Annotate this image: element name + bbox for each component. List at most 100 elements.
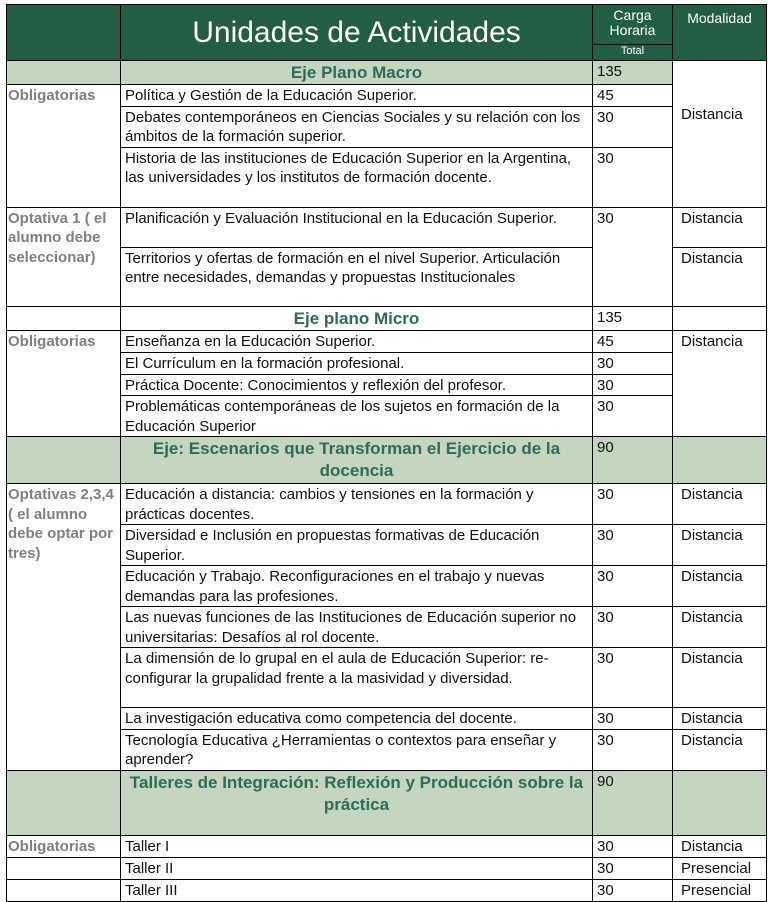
activity-hours: 30 xyxy=(592,707,673,730)
modalidad-cell: Distancia xyxy=(672,834,767,858)
table-row: La dimensión de lo grupal en el aula de … xyxy=(7,647,767,708)
modalidad-cell: Distancia xyxy=(672,728,767,771)
activities-table: Unidades de Actividades Carga Horaria Mo… xyxy=(6,4,767,902)
modalidad-cell: Distancia xyxy=(672,329,767,437)
activity-hours: 30 xyxy=(592,351,673,375)
activity-name: El Currículum en la formación profesiona… xyxy=(120,351,593,375)
activity-hours: 30 xyxy=(592,878,673,902)
activity-name: Planificación y Evaluación Institucional… xyxy=(120,206,593,248)
activity-name: Práctica Docente: Conocimientos y reflex… xyxy=(120,373,593,396)
band-empty xyxy=(6,769,121,836)
section-row: Talleres de Integración: Reflexión y Pro… xyxy=(6,769,767,836)
table-row: El Currículum en la formación profesiona… xyxy=(7,351,767,375)
activity-name: Enseñanza en la Educación Superior. xyxy=(120,329,593,353)
modalidad-cell: Distancia xyxy=(672,60,767,208)
activity-hours: 30 xyxy=(592,606,673,648)
activity-name: Taller II xyxy=(120,856,593,880)
table-row: Historia de las instituciones de Educaci… xyxy=(7,146,767,208)
modalidad-cell: Presencial xyxy=(672,878,767,902)
activity-hours: 30 xyxy=(592,146,673,208)
activity-hours: 30 xyxy=(592,483,673,525)
section-title: Eje plano Micro xyxy=(120,305,593,331)
table-row: Práctica Docente: Conocimientos y reflex… xyxy=(7,373,767,396)
table-row: Las nuevas funciones de las Institucione… xyxy=(7,606,767,648)
header-total: Total xyxy=(592,44,673,61)
band-empty xyxy=(672,769,767,836)
band-empty xyxy=(6,60,121,85)
table-row: Tecnología Educativa ¿Herramientas o con… xyxy=(7,728,767,771)
table-row: Educación y Trabajo. Reconfiguraciones e… xyxy=(7,565,767,607)
table-title: Unidades de Actividades xyxy=(120,4,593,61)
activity-name: Política y Gestión de la Educación Super… xyxy=(120,84,593,107)
modalidad-cell: Distancia xyxy=(672,606,767,648)
section-row: Eje Plano Macro 135 Distancia xyxy=(6,60,767,208)
activity-name: La investigación educativa como competen… xyxy=(120,707,593,730)
category-empty xyxy=(6,856,121,880)
header-empty-cell xyxy=(6,4,121,61)
table-row: La investigación educativa como competen… xyxy=(7,707,767,730)
activity-hours: 30 xyxy=(592,647,673,708)
activity-hours: 45 xyxy=(592,84,673,107)
table-row: Diversidad e Inclusión en propuestas for… xyxy=(7,524,767,566)
table-row: Territorios y ofertas de formación en el… xyxy=(7,246,767,307)
activity-name: Tecnología Educativa ¿Herramientas o con… xyxy=(120,728,593,771)
activity-name: Educación y Trabajo. Reconfiguraciones e… xyxy=(120,565,593,607)
modalidad-cell: Presencial xyxy=(672,856,767,880)
activity-name: Diversidad e Inclusión en propuestas for… xyxy=(120,524,593,566)
band-empty xyxy=(6,305,121,331)
table-row: Optativas 2,3,4 ( el alumno debe optar p… xyxy=(6,483,767,771)
category-cell: Optativa 1 ( el alumno debe seleccionar) xyxy=(6,206,121,307)
table-row: Obligatorias Enseñanza en la Educación S… xyxy=(6,329,767,437)
activity-hours: 30 xyxy=(592,105,673,148)
section-title: Talleres de Integración: Reflexión y Pro… xyxy=(120,769,593,836)
table-row: Debates contemporáneos en Ciencias Socia… xyxy=(7,105,767,148)
activity-hours: 30 xyxy=(592,524,673,566)
section-title: Eje Plano Macro xyxy=(120,60,593,85)
activity-hours: 30 xyxy=(592,834,673,858)
activity-name: Taller III xyxy=(120,878,593,902)
activity-name: Debates contemporáneos en Ciencias Socia… xyxy=(120,105,593,148)
activity-hours: 30 xyxy=(592,856,673,880)
category-cell: Optativas 2,3,4 ( el alumno debe optar p… xyxy=(6,483,121,771)
activity-hours: 30 xyxy=(592,565,673,607)
section-row: Eje: Escenarios que Transforman el Ejerc… xyxy=(6,436,767,484)
table-row: Obligatorias Taller I 30 Distancia xyxy=(6,834,767,858)
activity-hours: 30 xyxy=(592,728,673,771)
activity-name: Educación a distancia: cambios y tension… xyxy=(120,483,593,525)
band-empty xyxy=(6,436,121,484)
modalidad-cell: Distancia xyxy=(672,246,767,307)
activity-name: Problemáticas contemporáneas de los suje… xyxy=(120,395,593,437)
category-cell: Obligatorias xyxy=(6,84,121,208)
category-empty xyxy=(6,878,121,902)
section-hours: 90 xyxy=(592,436,673,484)
modalidad-cell: Distancia xyxy=(672,707,767,730)
modalidad-cell: Distancia xyxy=(672,206,767,248)
section-hours: 135 xyxy=(592,60,673,85)
band-empty xyxy=(672,305,767,331)
table-row: Taller III 30 Presencial xyxy=(6,878,767,902)
section-hours: 90 xyxy=(592,769,673,836)
activity-hours: 45 xyxy=(592,329,673,353)
modalidad-cell: Distancia xyxy=(672,483,767,525)
section-title: Eje: Escenarios que Transforman el Ejerc… xyxy=(120,436,593,484)
activity-name: Taller I xyxy=(120,834,593,858)
modalidad-cell: Distancia xyxy=(672,647,767,708)
activity-name: Territorios y ofertas de formación en el… xyxy=(120,246,593,307)
activity-hours: 30 xyxy=(592,206,673,307)
header-modalidad: Modalidad xyxy=(672,4,767,61)
category-cell: Obligatorias xyxy=(6,329,121,437)
activity-name: La dimensión de lo grupal en el aula de … xyxy=(120,647,593,708)
table-row: Taller II 30 Presencial xyxy=(6,856,767,880)
modalidad-cell: Distancia xyxy=(672,565,767,607)
table-row: Optativa 1 ( el alumno debe seleccionar)… xyxy=(6,206,767,307)
modalidad-cell: Distancia xyxy=(672,524,767,566)
activity-name: Las nuevas funciones de las Institucione… xyxy=(120,606,593,648)
activity-hours: 30 xyxy=(592,395,673,437)
category-cell: Obligatorias xyxy=(6,834,121,858)
section-row: Eje plano Micro 135 xyxy=(6,305,767,331)
table-row: Obligatorias Política y Gestión de la Ed… xyxy=(6,84,767,208)
activity-hours: 30 xyxy=(592,373,673,396)
band-empty xyxy=(672,436,767,484)
header-carga-horaria: Carga Horaria xyxy=(592,4,673,45)
activity-name: Historia de las instituciones de Educaci… xyxy=(120,146,593,208)
